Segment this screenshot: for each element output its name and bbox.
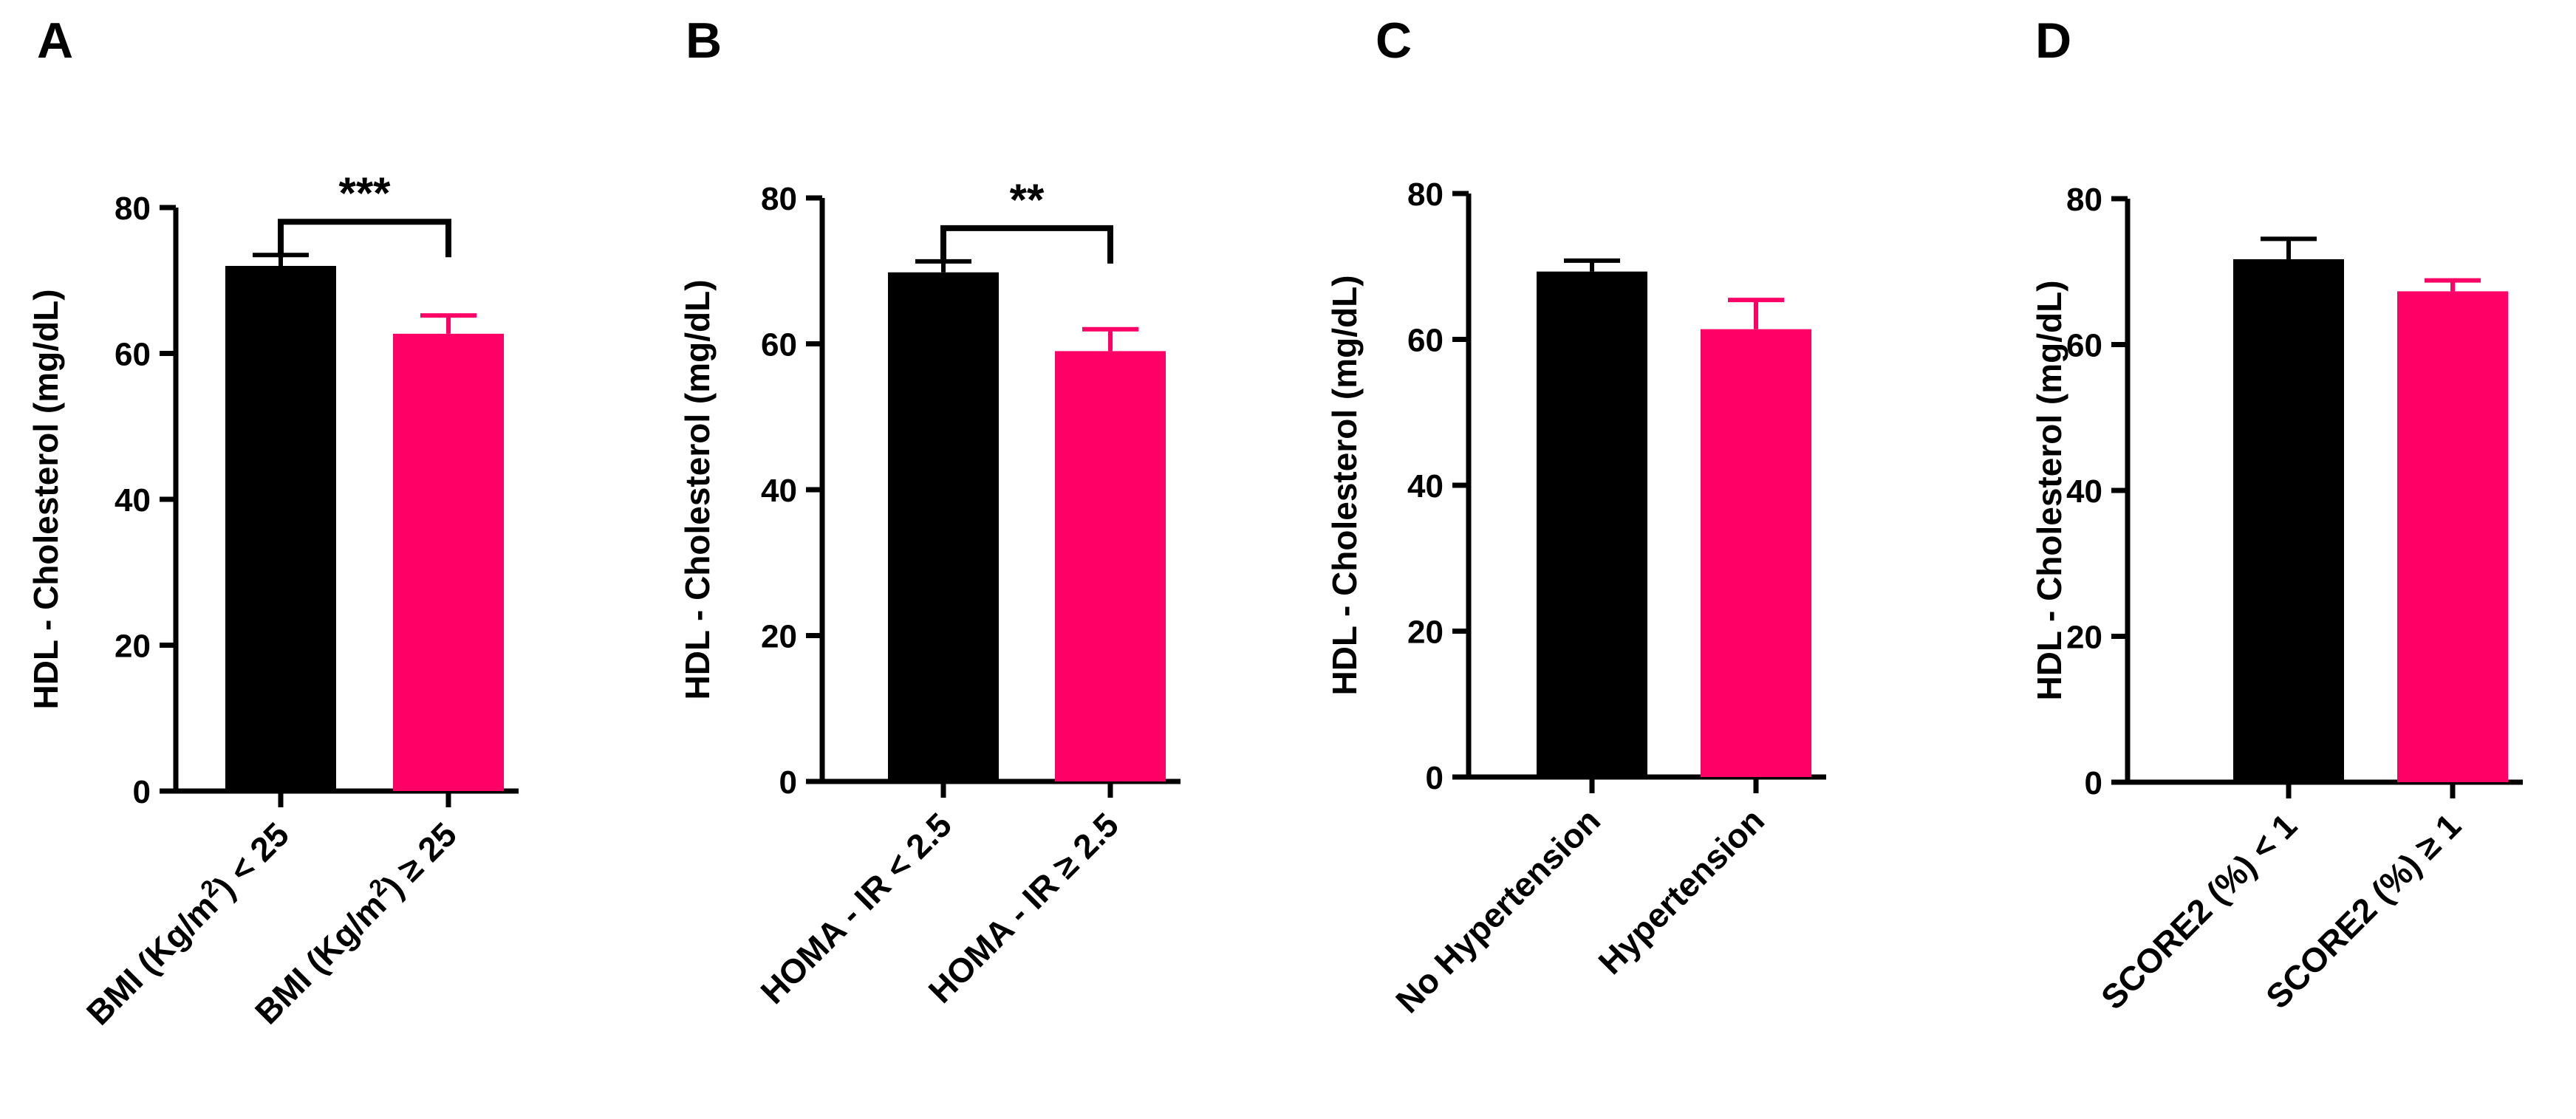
bar-2	[2397, 291, 2508, 783]
y-axis-title: HDL - Cholesterol (mg/dL)	[1325, 275, 1364, 695]
y-axis-title: HDL - Cholesterol (mg/dL)	[2030, 280, 2068, 700]
y-tick-label: 0	[2085, 765, 2102, 801]
y-tick-label: 20	[1407, 615, 1444, 651]
y-tick-label: 0	[1426, 760, 1444, 796]
y-tick-label: 60	[2066, 328, 2102, 364]
panel-label: C	[1376, 13, 1412, 69]
y-tick-label: 40	[115, 482, 151, 519]
y-tick-label: 40	[2066, 473, 2102, 510]
y-axis-title: HDL - Cholesterol (mg/dL)	[678, 279, 717, 699]
y-tick-label: 20	[115, 629, 151, 665]
bar-2	[393, 333, 504, 791]
panel-label: A	[37, 13, 73, 69]
y-tick-label: 0	[133, 774, 151, 810]
y-tick-label: 60	[115, 337, 151, 373]
bar-1	[888, 272, 999, 782]
panel-label: D	[2035, 13, 2071, 69]
significance-bracket	[940, 225, 1113, 264]
y-tick-label: 40	[761, 473, 797, 509]
significance-label: **	[1010, 175, 1045, 225]
y-tick-label: 20	[761, 619, 797, 655]
bar-1	[225, 266, 336, 791]
y-tick-label: 80	[2066, 182, 2102, 218]
chart-panel-c: C HDL - Cholesterol (mg/dL) 0 20 40 60 80 No Hy…	[1325, 13, 1826, 1020]
y-tick-label: 80	[1407, 177, 1444, 213]
y-tick-label: 0	[779, 764, 797, 801]
bar-1	[2233, 259, 2344, 782]
bar-2	[1055, 351, 1166, 781]
y-tick-label: 40	[1407, 468, 1444, 504]
y-tick-label: 20	[2066, 620, 2102, 656]
y-tick-label: 60	[761, 327, 797, 363]
bar-1	[1537, 271, 1647, 778]
y-tick-label: 60	[1407, 323, 1444, 359]
y-axis-title: HDL - Cholesterol (mg/dL)	[27, 289, 65, 709]
bar-2	[1701, 329, 1811, 777]
panel-label: B	[686, 13, 722, 69]
significance-bracket	[278, 219, 451, 258]
y-tick-label: 80	[761, 181, 797, 217]
y-tick-label: 80	[115, 191, 151, 227]
significance-label: ***	[338, 168, 391, 218]
x-category-label-2: Hypertension	[1591, 801, 1772, 982]
x-category-label-1: No Hypertension	[1388, 801, 1608, 1020]
